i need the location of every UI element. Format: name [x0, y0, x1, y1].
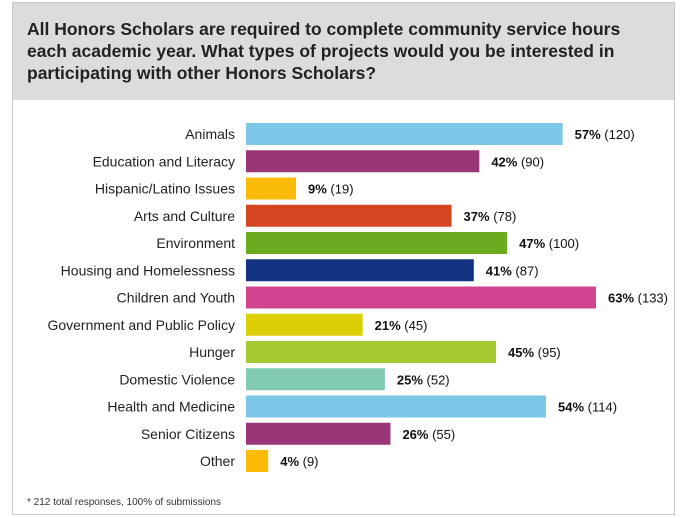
bar: [246, 422, 391, 445]
category-label: Government and Public Policy: [47, 317, 235, 333]
bar-chart: Animals 57% (120) Education and Literacy 42…: [47, 123, 668, 472]
category-label: Housing and Homelessness: [61, 262, 235, 278]
count-label: (55): [432, 427, 455, 442]
count-label: (78): [493, 209, 516, 224]
count-label: (100): [549, 236, 579, 251]
category-label: Other: [200, 453, 235, 469]
count-label: (52): [427, 372, 450, 387]
bar: [246, 313, 363, 336]
data-label: 42% (90): [491, 154, 544, 169]
bar: [246, 177, 296, 200]
percent-label: 21%: [375, 318, 405, 333]
count-label: (19): [330, 182, 353, 197]
category-label: Animals: [185, 126, 235, 142]
data-label: 54% (114): [558, 400, 617, 415]
bar: [246, 368, 385, 391]
data-label: 26% (55): [402, 427, 455, 442]
data-label: 57% (120): [575, 127, 635, 142]
bar: [246, 232, 508, 254]
bar: [246, 259, 474, 282]
percent-label: 47%: [519, 236, 549, 251]
percent-label: 45%: [508, 345, 538, 360]
data-label: 4% (9): [280, 454, 318, 469]
count-label: (120): [604, 127, 634, 142]
category-label: Health and Medicine: [107, 399, 235, 415]
bar: [246, 450, 269, 472]
category-label: Environment: [156, 235, 235, 251]
data-label: 25% (52): [397, 372, 450, 387]
category-label: Domestic Violence: [119, 371, 235, 387]
category-label: Hunger: [189, 344, 235, 360]
question-header: All Honors Scholars are required to comp…: [13, 3, 674, 100]
count-label: (45): [404, 318, 427, 333]
category-label: Senior Citizens: [141, 426, 235, 442]
percent-label: 57%: [575, 127, 605, 142]
data-label: 63% (133): [608, 291, 668, 306]
count-label: (133): [638, 291, 668, 306]
percent-label: 42%: [491, 154, 521, 169]
data-label: 41% (87): [486, 263, 539, 278]
count-label: (87): [515, 263, 538, 278]
percent-label: 9%: [308, 182, 330, 197]
footnote: * 212 total responses, 100% of submissio…: [27, 497, 221, 508]
bar: [246, 123, 563, 145]
count-label: (90): [521, 154, 544, 169]
count-label: (95): [538, 345, 561, 360]
percent-label: 63%: [608, 291, 638, 306]
data-label: 9% (19): [308, 182, 354, 197]
percent-label: 37%: [464, 209, 494, 224]
bar: [246, 395, 546, 418]
data-label: 47% (100): [519, 236, 579, 251]
bar: [246, 204, 452, 227]
bar: [246, 286, 596, 309]
data-label: 45% (95): [508, 345, 561, 360]
bar: [246, 150, 480, 173]
category-label: Arts and Culture: [134, 208, 235, 224]
percent-label: 26%: [402, 427, 432, 442]
percent-label: 41%: [486, 263, 516, 278]
percent-label: 4%: [280, 454, 302, 469]
category-label: Hispanic/Latino Issues: [95, 181, 235, 197]
category-label: Education and Literacy: [93, 153, 235, 169]
count-label: (114): [588, 400, 617, 415]
survey-chart-panel: All Honors Scholars are required to comp…: [12, 2, 675, 515]
percent-label: 25%: [397, 372, 427, 387]
data-label: 37% (78): [464, 209, 517, 224]
category-label: Children and Youth: [117, 290, 235, 306]
data-label: 21% (45): [375, 318, 428, 333]
percent-label: 54%: [558, 400, 588, 415]
count-label: (9): [303, 454, 319, 469]
bar: [246, 341, 496, 363]
